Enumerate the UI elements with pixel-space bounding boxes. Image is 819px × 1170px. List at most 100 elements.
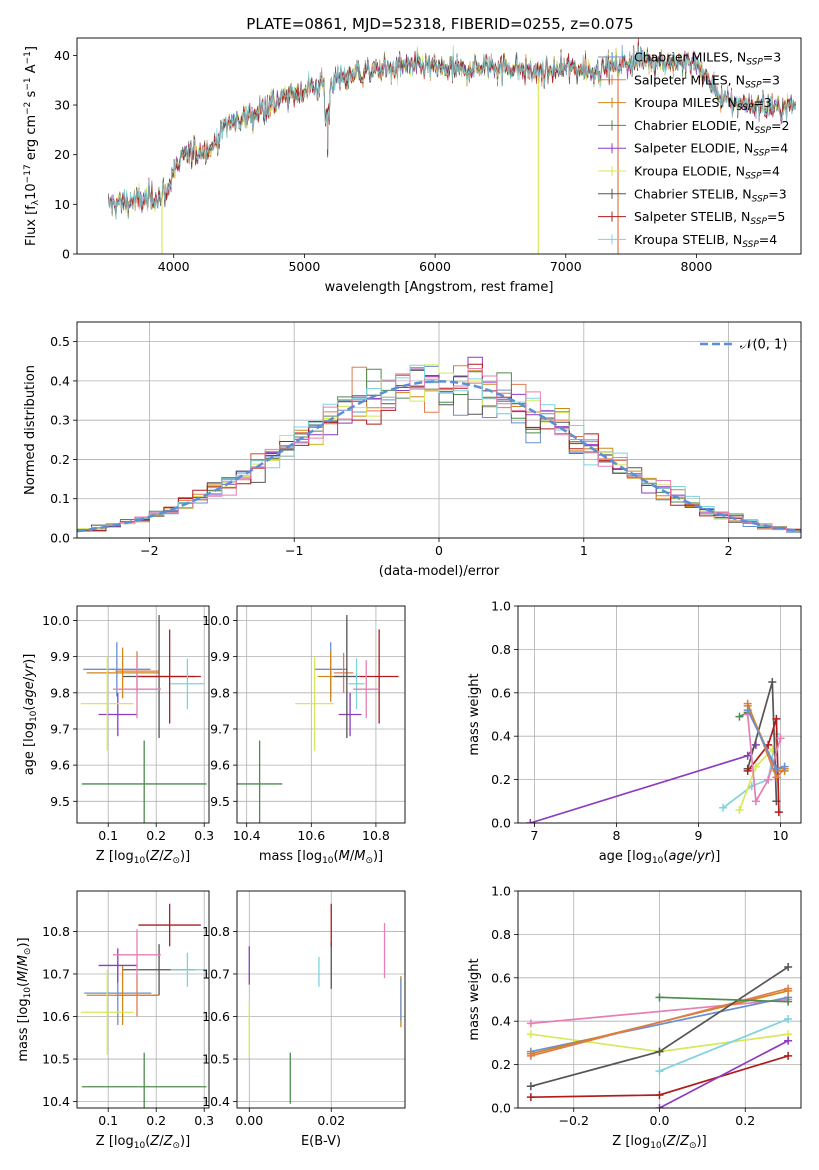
mass-weight-line <box>746 714 782 805</box>
plot-area <box>80 615 207 823</box>
x-tick-label: 1 <box>580 543 588 558</box>
x-tick-label: 8 <box>612 828 620 843</box>
mass-vs-metallicity-panel: 0.1 0.2 0.3 10.4 10.5 10.6 10.7 10.8 Z [log10(Z/… <box>16 890 214 1151</box>
legend-label: Salpeter STELIB, NSSP=5 <box>634 209 785 227</box>
mass-weight-marker <box>526 1051 535 1060</box>
mass-weight-marker <box>526 1093 535 1102</box>
x-axis-label: Z [log10(Z/Z⊙)] <box>612 1134 706 1151</box>
mass-weight-marker <box>655 993 664 1002</box>
mass-weight-marker <box>655 1067 664 1076</box>
legend-label: Chabrier STELIB, NSSP=3 <box>634 186 787 204</box>
x-tick-label: −0.2 <box>559 1113 589 1128</box>
x-tick-label: 0.02 <box>317 1113 345 1128</box>
y-tick-label: 9.5 <box>50 794 70 809</box>
y-tick-label: 10.4 <box>42 1094 70 1109</box>
axes-frame <box>517 890 802 1109</box>
y-tick-label: 10.6 <box>202 1009 230 1024</box>
plot-area <box>237 615 399 823</box>
spectrum-line <box>108 45 797 220</box>
mass-weight-line <box>530 998 789 1025</box>
mass-weight-marker <box>768 677 777 686</box>
mass-weight-marker <box>784 1036 793 1045</box>
mass-weight-marker <box>751 797 760 806</box>
x-tick-label: 6000 <box>419 259 451 274</box>
x-axis-label: mass [log10(M/M⊙)] <box>259 849 383 866</box>
axes-frame <box>236 605 406 824</box>
mass-weight-marker <box>784 984 793 993</box>
x-tick-label: −1 <box>285 543 303 558</box>
x-tick-label: 0.2 <box>146 828 166 843</box>
y-tick-label: 1.0 <box>491 599 511 614</box>
y-tick-label: 20 <box>54 147 70 162</box>
y-tick-label: 0.4 <box>491 1014 511 1029</box>
y-tick-label: 10.0 <box>42 613 70 628</box>
mass-weight-marker <box>774 808 783 817</box>
y-axis-label: Flux [fλ10−17 erg cm−2 s−1 A−1] <box>23 46 41 246</box>
x-axis-label: (data-model)/error <box>379 564 500 579</box>
y-tick-label: 0.5 <box>50 334 70 349</box>
y-tick-label: 9.9 <box>210 649 230 664</box>
y-tick-label: 10.4 <box>202 1094 230 1109</box>
legend-label: Salpeter MILES, NSSP=3 <box>634 72 780 90</box>
axes-frame <box>76 605 210 824</box>
y-tick-label: 0.4 <box>50 373 70 388</box>
y-tick-label: 10.8 <box>202 924 230 939</box>
mass-weight-marker <box>735 805 744 814</box>
axes-frame <box>517 605 802 824</box>
x-tick-label: 0.3 <box>194 1113 214 1128</box>
y-axis-label: mass weight <box>467 958 482 1040</box>
x-tick-label: 0.00 <box>235 1113 263 1128</box>
x-tick-label: 0.1 <box>98 828 118 843</box>
plot-area <box>80 903 207 1108</box>
y-axis-label: age [log10(age/yr)] <box>22 654 39 776</box>
y-tick-label: 0 <box>62 247 70 262</box>
mass-weight-marker <box>784 997 793 1006</box>
y-tick-label: 10.7 <box>42 966 70 981</box>
y-tick-label: 0.0 <box>491 816 511 831</box>
x-tick-label: 0.1 <box>98 1113 118 1128</box>
mass-weight-marker <box>784 1051 793 1060</box>
axes-frame <box>76 37 802 255</box>
y-tick-label: 0.8 <box>491 927 511 942</box>
axes-frame <box>76 890 210 1109</box>
mass-weight-marker <box>526 1030 535 1039</box>
mass-weight-marker <box>784 962 793 971</box>
x-tick-label: −2 <box>140 543 158 558</box>
mass-weight-line <box>722 733 778 809</box>
spectrum-panel: 4000 5000 6000 7000 8000 0 10 20 30 40 wavelength … <box>23 37 802 295</box>
plot-area <box>77 356 801 533</box>
x-tick-label: 0.0 <box>650 1113 670 1128</box>
plot-area <box>526 677 789 823</box>
y-tick-label: 10.5 <box>202 1052 230 1067</box>
mass-weight-marker <box>655 1047 664 1056</box>
y-tick-label: 0.2 <box>491 772 511 787</box>
plot-area <box>108 38 797 254</box>
x-tick-label: 10.6 <box>297 828 325 843</box>
y-tick-label: 9.8 <box>50 685 70 700</box>
y-tick-label: 9.5 <box>210 794 230 809</box>
x-tick-label: 4000 <box>158 259 190 274</box>
x-tick-label: 0.2 <box>735 1113 755 1128</box>
x-tick-label: 10.8 <box>362 828 390 843</box>
mass-weight-marker <box>526 1019 535 1028</box>
y-tick-label: 0.3 <box>50 413 70 428</box>
y-tick-label: 0.1 <box>50 491 70 506</box>
y-tick-label: 9.8 <box>210 685 230 700</box>
y-tick-label: 10.5 <box>42 1052 70 1067</box>
legend-label: Kroupa MILES, NSSP=3 <box>634 95 772 113</box>
x-tick-label: 0 <box>435 543 443 558</box>
mass-weight-marker <box>526 819 535 823</box>
x-tick-label: 9 <box>694 828 702 843</box>
legend-label: Chabrier ELODIE, NSSP=2 <box>634 118 789 136</box>
y-tick-label: 30 <box>54 98 70 113</box>
mass-weight-marker <box>526 1082 535 1091</box>
x-axis-label: Z [log10(Z/Z⊙)] <box>96 849 190 866</box>
x-axis-label: age [log10(age/yr)] <box>599 849 721 866</box>
mass-weight-marker <box>655 1104 664 1108</box>
mass-weight-marker <box>772 714 781 723</box>
mass-weight-marker <box>743 766 752 775</box>
x-tick-label: 10 <box>773 828 789 843</box>
residuals-panel: −2 −1 0 1 2 0.0 0.1 0.2 0.3 0.4 0.5 (data-model)/er… <box>23 321 802 579</box>
mass-weight-marker <box>743 751 752 760</box>
